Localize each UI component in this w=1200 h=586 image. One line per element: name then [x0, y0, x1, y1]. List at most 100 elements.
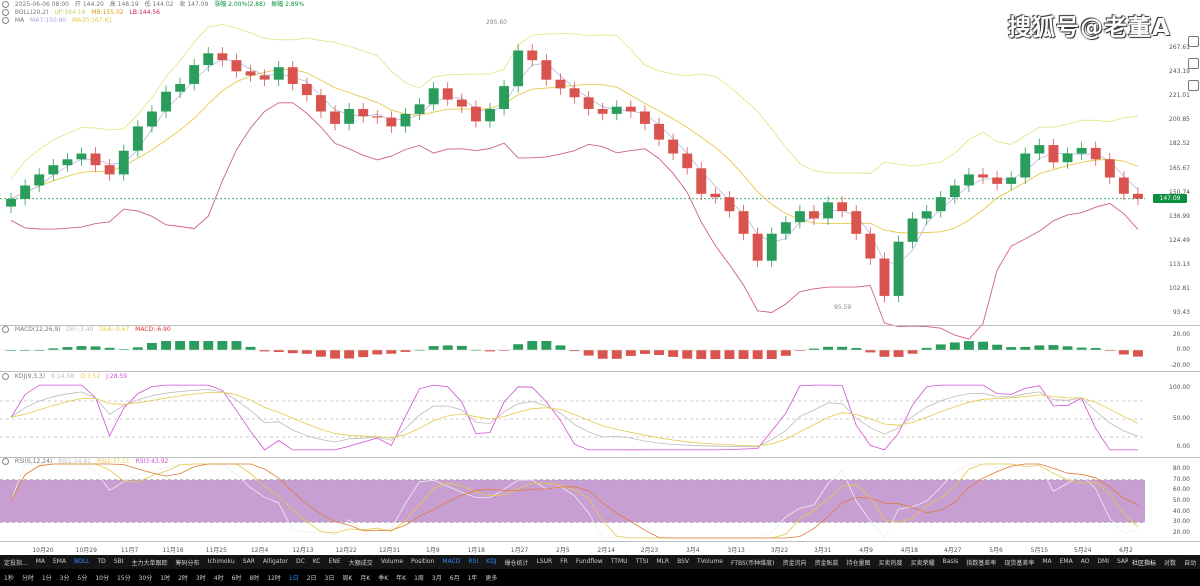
indicator-ichimoku[interactable]: Ichimoku — [207, 557, 235, 565]
indicator-ema[interactable]: EMA — [53, 557, 67, 565]
indicator--[interactable]: 主力大单跟踪 — [131, 559, 168, 567]
interval-option[interactable]: 2时 — [178, 575, 188, 582]
indicator--[interactable]: 爆仓统计 — [504, 559, 529, 567]
interval-option[interactable]: 1分 — [41, 575, 52, 582]
candle-body — [752, 233, 763, 261]
indicator--[interactable]: 资金账款 — [814, 559, 839, 567]
log-scale-toggle[interactable]: 对数 — [1163, 559, 1176, 567]
eye-icon[interactable] — [2, 458, 9, 465]
macd-tick-label: 0.00 — [1176, 346, 1190, 353]
pane-divider[interactable] — [0, 325, 1200, 326]
interval-option[interactable]: 30分 — [138, 575, 153, 582]
indicator-ema[interactable]: EMA — [1059, 557, 1073, 565]
indicator-ma[interactable]: MA — [35, 557, 46, 565]
indicator--[interactable]: 资金流向 — [782, 559, 807, 567]
macd-bar — [1076, 347, 1087, 350]
settings-icon[interactable] — [2, 1, 9, 8]
interval-option[interactable]: 月K — [360, 575, 371, 582]
indicator-boll[interactable]: BOLL — [74, 557, 90, 565]
auto-scale-toggle[interactable]: 自动 — [1183, 559, 1196, 567]
indicator-dc[interactable]: DC — [296, 557, 305, 565]
boll-legend[interactable]: BOLL(20,2) UP:164.19 MB:155.02 LB:144.56 — [2, 9, 164, 17]
interval-option[interactable]: 1时 — [160, 575, 171, 582]
indicator-ao[interactable]: AO — [1080, 557, 1090, 565]
indicator--[interactable]: 买卖热度 — [878, 559, 903, 567]
indicator--[interactable]: 持仓量图 — [846, 559, 871, 567]
macd-legend[interactable]: MACD(12,26,9) DIF:-3.40 DEA:-0.67 MACD:-… — [2, 326, 175, 334]
indicator-lsur[interactable]: LSUR — [536, 557, 553, 565]
interval-option[interactable]: 分时 — [21, 575, 34, 582]
interval-option[interactable]: 3时 — [195, 575, 206, 582]
interval-option[interactable]: 10分 — [95, 575, 109, 582]
interval-option[interactable]: 年K — [396, 575, 407, 582]
candle-body — [245, 71, 256, 76]
eye-icon[interactable] — [2, 17, 9, 24]
indicator--[interactable]: 大额成交 — [348, 559, 373, 567]
interval-option[interactable]: 2日 — [306, 575, 317, 582]
indicator-dmi[interactable]: DMI — [1097, 557, 1109, 565]
rsi-legend[interactable]: RSI(6,12,24) RSI1:24.91 RSI2:37.11 RSI3:… — [2, 458, 172, 466]
ma-legend[interactable]: MA MA7:150.90 MA30:167.61 — [2, 17, 116, 25]
indicator-ene[interactable]: ENE — [328, 557, 341, 565]
boll-lower-line — [10, 102, 1139, 340]
interval-option[interactable]: 1年 — [467, 575, 478, 582]
eye-icon[interactable] — [2, 373, 9, 380]
pane-divider[interactable] — [0, 457, 1200, 458]
indicator--[interactable]: 现货基差率 — [1004, 559, 1035, 567]
interval-option[interactable]: 3分 — [59, 575, 70, 582]
indicator-ftbs-[interactable]: FTBS(币种维度) — [730, 559, 775, 567]
interval-option[interactable]: 4时 — [213, 575, 224, 582]
eye-icon[interactable] — [2, 326, 9, 333]
indicator-sar[interactable]: SAR — [1117, 557, 1128, 565]
indicator-ma[interactable]: MA — [1042, 557, 1052, 565]
interval-option[interactable]: 3月 — [431, 575, 442, 582]
zoom-in-icon[interactable] — [1188, 36, 1199, 47]
indicator--[interactable]: 买卖荣耀 — [910, 559, 935, 567]
indicator-kdj[interactable]: KDJ — [486, 557, 497, 565]
interval-option[interactable]: 3日 — [324, 575, 335, 582]
interval-option[interactable]: 1周 — [414, 575, 424, 582]
candle-body — [132, 126, 143, 151]
candle-body — [780, 222, 791, 234]
indicator--[interactable]: 筹码分布 — [175, 559, 200, 567]
indicator-ttmu[interactable]: TTMU — [610, 557, 628, 565]
indicator-bsv[interactable]: BSV — [677, 557, 689, 565]
indicator-fr[interactable]: FR — [560, 557, 568, 565]
community-indicators[interactable]: 社区指标 — [1131, 559, 1156, 567]
chart-canvas[interactable]: 295.60 95.59 — [0, 0, 1200, 555]
indicator-tvolume[interactable]: TVolume — [697, 557, 723, 565]
indicator--[interactable]: 指数基差率 — [966, 559, 997, 567]
pane-divider[interactable] — [0, 371, 1200, 372]
interval-option[interactable]: 更多 — [485, 575, 498, 582]
indicator-alligator[interactable]: Alligator — [262, 557, 288, 565]
interval-option[interactable]: 8时 — [249, 575, 260, 582]
indicator-td[interactable]: TD — [97, 557, 106, 565]
interval-option[interactable]: 5分 — [77, 575, 88, 582]
indicator-sar[interactable]: SAR — [242, 557, 255, 565]
indicator-rsi[interactable]: RSI — [468, 557, 479, 565]
indicator-sbi[interactable]: SBI — [113, 557, 124, 565]
interval-option[interactable]: 周K — [342, 575, 353, 582]
indicator-fundflow[interactable]: Fundflow — [575, 557, 603, 565]
indicator-mlr[interactable]: MLR — [656, 557, 670, 565]
zoom-out-icon[interactable] — [1188, 58, 1199, 69]
indicator-position[interactable]: Position — [411, 557, 435, 565]
template-select[interactable]: 定投指... — [4, 559, 28, 567]
indicator-volume[interactable]: Volume — [380, 557, 404, 565]
indicator-basis[interactable]: Basis — [942, 557, 959, 565]
interval-option[interactable]: 15分 — [116, 575, 131, 582]
reset-icon[interactable] — [1188, 80, 1199, 91]
interval-option[interactable]: 6时 — [231, 575, 242, 582]
eye-icon[interactable] — [2, 9, 9, 16]
indicator-macd[interactable]: MACD — [442, 557, 461, 565]
indicator-ttsi[interactable]: TTSI — [635, 557, 649, 565]
candle-body — [724, 197, 735, 212]
indicator-kc[interactable]: KC — [312, 557, 321, 565]
macd-value: MACD:-6.90 — [135, 326, 171, 333]
kdj-legend[interactable]: KDJ(9,3,3) K:14.58 D:7.52 J:28.59 — [2, 373, 131, 381]
interval-option[interactable]: 1秒 — [4, 575, 14, 582]
interval-option[interactable]: 1日 — [288, 575, 299, 582]
interval-option[interactable]: 12时 — [267, 575, 281, 582]
interval-option[interactable]: 6月 — [449, 575, 460, 582]
interval-option[interactable]: 季K — [378, 575, 389, 582]
